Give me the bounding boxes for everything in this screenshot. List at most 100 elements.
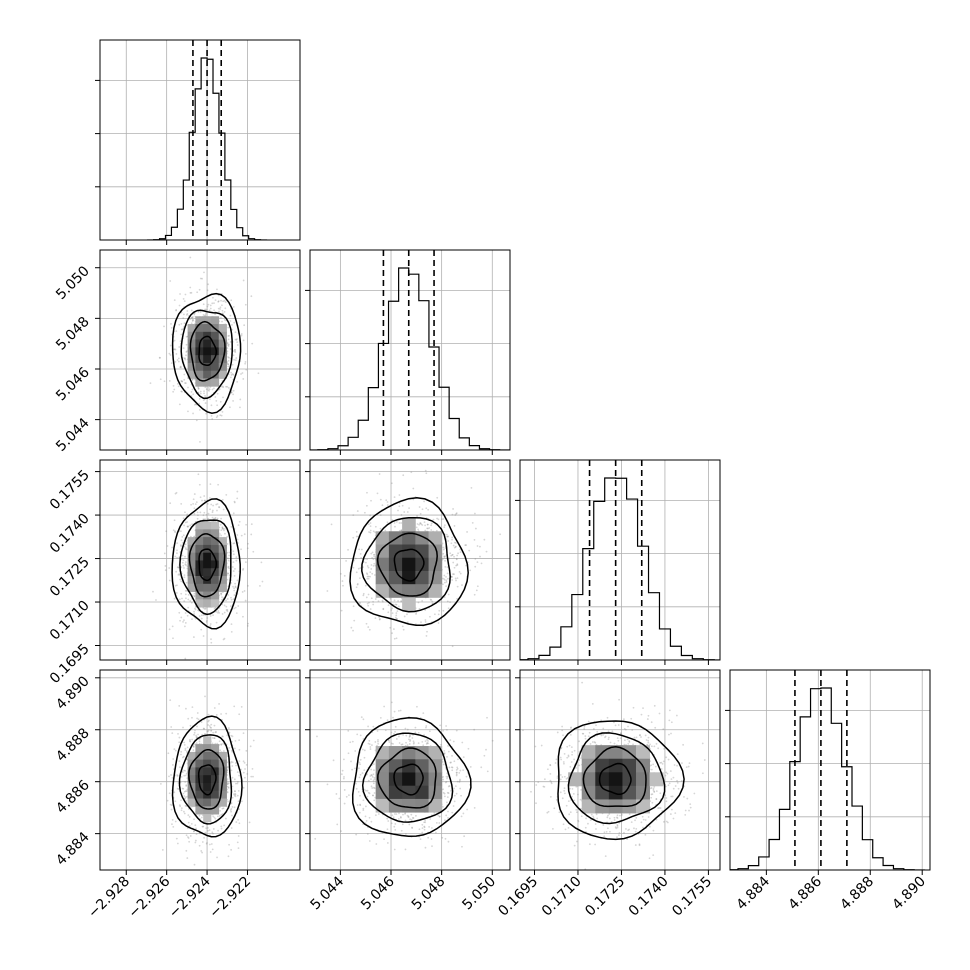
sample-point xyxy=(373,574,376,576)
sample-point xyxy=(314,837,317,840)
sample-point xyxy=(242,279,245,282)
sample-point xyxy=(175,330,178,333)
sample-point xyxy=(243,590,246,592)
sample-point xyxy=(227,326,230,329)
sample-point xyxy=(215,503,218,506)
sample-point xyxy=(198,615,201,617)
sample-point xyxy=(342,758,345,761)
sample-point xyxy=(246,773,249,775)
sample-point xyxy=(387,604,390,607)
sample-point xyxy=(220,743,223,746)
sample-point xyxy=(159,378,162,381)
sample-point xyxy=(408,823,411,826)
sample-point xyxy=(454,546,457,548)
sample-point xyxy=(343,802,346,805)
sample-point xyxy=(181,771,184,773)
sample-point xyxy=(185,772,188,775)
sample-point xyxy=(235,338,238,341)
sample-point xyxy=(239,406,241,409)
sample-point xyxy=(438,609,441,612)
sample-point xyxy=(168,792,171,795)
sample-point xyxy=(182,317,185,320)
sample-point xyxy=(402,733,405,736)
sample-point xyxy=(423,821,426,824)
sample-point xyxy=(190,317,193,320)
sample-point xyxy=(216,742,219,745)
sample-point xyxy=(216,856,218,859)
sample-point xyxy=(215,731,217,733)
sample-point xyxy=(391,607,394,610)
sample-point xyxy=(191,706,194,709)
sample-point xyxy=(389,626,392,629)
sample-point xyxy=(181,597,183,600)
sample-point xyxy=(221,527,224,530)
sample-point xyxy=(438,815,441,818)
sample-point xyxy=(453,573,455,576)
sample-point xyxy=(483,754,486,757)
sample-point xyxy=(236,338,238,340)
sample-point xyxy=(184,781,187,783)
density-cell xyxy=(203,339,212,348)
sample-point xyxy=(183,797,186,800)
sample-point xyxy=(366,602,369,605)
sample-point xyxy=(202,518,205,521)
sample-point xyxy=(355,535,358,538)
density-cell xyxy=(210,751,220,761)
sample-point xyxy=(456,767,459,770)
sample-point xyxy=(211,848,214,851)
sample-point xyxy=(563,775,566,778)
sample-point xyxy=(355,833,358,836)
sample-point xyxy=(451,513,454,516)
sample-point xyxy=(176,842,179,845)
sample-point xyxy=(227,566,230,569)
sample-point xyxy=(446,796,449,798)
sample-point xyxy=(176,775,179,777)
sample-point xyxy=(238,760,241,763)
sample-point xyxy=(429,598,432,601)
sample-point xyxy=(230,391,233,394)
sample-point xyxy=(164,569,167,572)
sample-point xyxy=(458,771,461,774)
sample-point xyxy=(208,309,211,312)
sample-point xyxy=(401,625,404,628)
sample-point xyxy=(221,304,223,307)
sample-point xyxy=(357,791,360,793)
sample-point xyxy=(359,803,361,806)
density-cell xyxy=(195,599,204,608)
sample-point xyxy=(197,733,199,736)
contour-line xyxy=(179,519,232,616)
sample-point xyxy=(210,729,213,732)
sample-point xyxy=(647,736,650,739)
sample-point xyxy=(227,386,230,389)
density-cell xyxy=(203,347,212,356)
sample-point xyxy=(470,486,473,489)
sample-point xyxy=(412,742,415,745)
sample-point xyxy=(352,566,355,569)
sample-point xyxy=(227,727,230,729)
sample-point xyxy=(459,778,461,781)
sample-point xyxy=(198,409,201,411)
sample-point xyxy=(370,778,372,780)
sample-point xyxy=(190,391,193,393)
sample-point xyxy=(404,819,407,822)
sample-point xyxy=(453,787,455,790)
sample-point xyxy=(340,609,343,612)
sample-point xyxy=(183,373,186,376)
y-tick-label: 5.044 xyxy=(53,415,93,455)
sample-point xyxy=(369,746,372,748)
sample-point xyxy=(203,511,206,514)
sample-point xyxy=(227,365,230,368)
sample-point xyxy=(364,815,367,818)
sample-point xyxy=(220,517,223,520)
density-cell xyxy=(203,591,212,600)
contour-line xyxy=(171,498,241,630)
sample-point xyxy=(184,790,187,792)
sample-point xyxy=(185,343,188,346)
sample-point xyxy=(451,536,454,539)
sample-point xyxy=(206,730,209,733)
sample-point xyxy=(179,293,181,295)
sample-point xyxy=(400,600,403,603)
sample-point xyxy=(399,709,402,712)
sample-point xyxy=(186,312,189,315)
density-cell xyxy=(195,576,204,585)
